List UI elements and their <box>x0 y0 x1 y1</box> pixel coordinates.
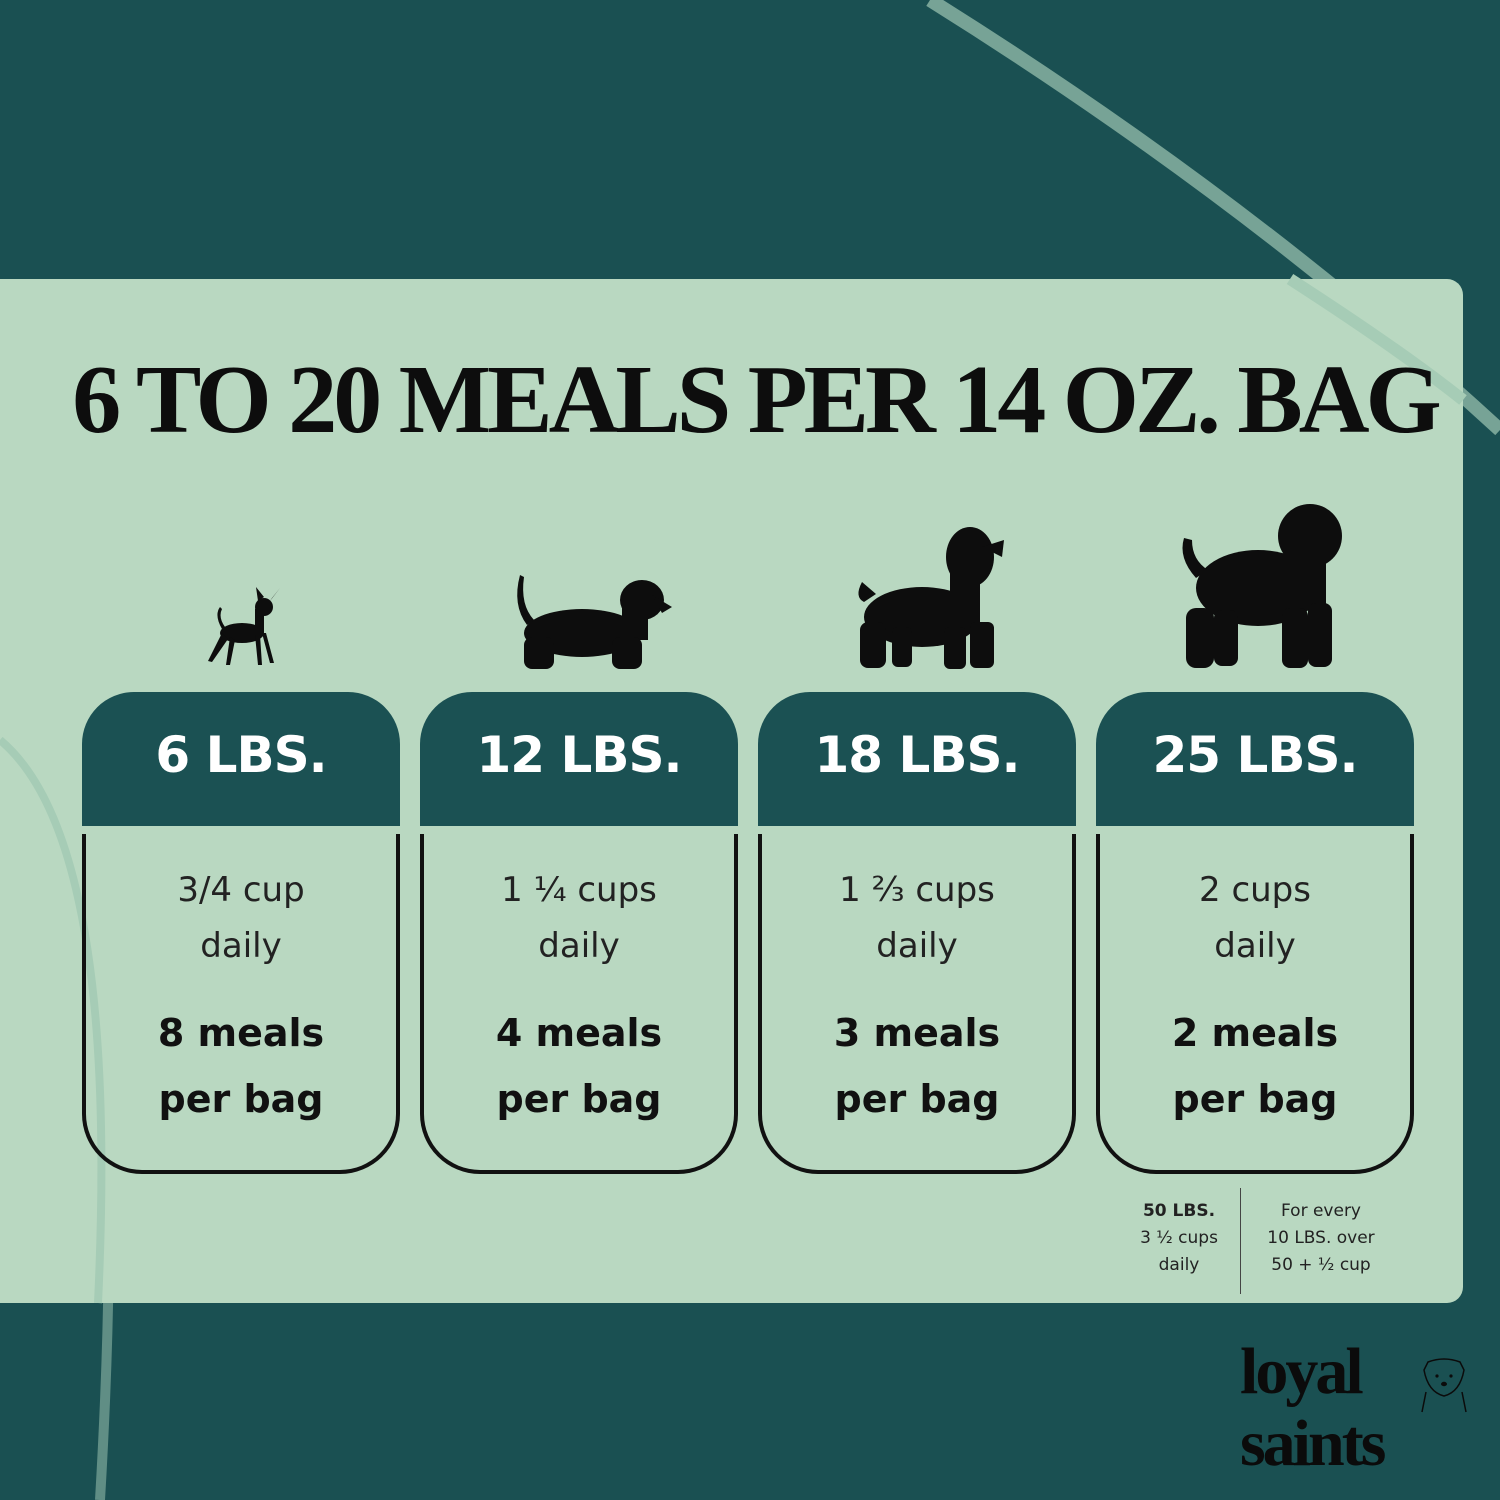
meals-line: per bag <box>158 1077 324 1121</box>
card-header: 12 LBS. <box>420 692 738 826</box>
feeding-card-12-lbs: 12 LBS. 1 ¼ cups daily 4 meals per bag <box>420 692 738 1178</box>
feeding-card-18-lbs: 18 LBS. 1 ⅔ cups daily 3 meals per bag <box>758 692 1076 1178</box>
meals-line: per bag <box>496 1077 662 1121</box>
logo-line: saints <box>1240 1407 1386 1480</box>
spaniel-silhouette-icon <box>858 527 1004 669</box>
card-header: 25 LBS. <box>1096 692 1414 826</box>
meals-line: per bag <box>1172 1077 1338 1121</box>
footnote-line: 3 ½ cups <box>1140 1228 1218 1248</box>
meals-line: 2 meals <box>1171 1011 1339 1055</box>
daily-amount: 1 ¼ cups daily <box>420 862 738 974</box>
dachshund-silhouette-icon <box>517 575 672 669</box>
footnote-weight: 50 LBS. <box>1142 1201 1216 1221</box>
amount-line: 1 ⅔ cups <box>839 870 995 910</box>
card-body <box>82 834 400 1174</box>
logo-line: loyal <box>1240 1335 1364 1408</box>
weight-label: 12 LBS. <box>476 726 683 784</box>
weight-label: 6 LBS. <box>155 726 327 784</box>
amount-line: daily <box>538 926 620 966</box>
amount-line: 2 cups <box>1199 870 1311 910</box>
meals-line: per bag <box>834 1077 1000 1121</box>
amount-line: daily <box>200 926 282 966</box>
meals-per-bag: 3 meals per bag <box>758 1000 1076 1132</box>
footnote-line: 10 LBS. over <box>1267 1228 1375 1248</box>
meals-per-bag: 8 meals per bag <box>82 1000 400 1132</box>
footnote-over-50: For every 10 LBS. over 50 + ½ cup <box>1250 1198 1392 1279</box>
meals-line: 8 meals <box>157 1011 325 1055</box>
footnote-divider <box>1240 1188 1241 1294</box>
doodle-silhouette-icon <box>1182 504 1342 668</box>
dog-head-logo-icon <box>1421 1358 1467 1413</box>
card-body <box>1096 834 1414 1174</box>
meals-per-bag: 4 meals per bag <box>420 1000 738 1132</box>
amount-line: daily <box>1214 926 1296 966</box>
feeding-card-6-lbs: 6 LBS. 3/4 cup daily 8 meals per bag <box>82 692 400 1178</box>
card-header: 6 LBS. <box>82 692 400 826</box>
card-header: 18 LBS. <box>758 692 1076 826</box>
page-title: 6 TO 20 MEALS PER 14 OZ. BAG <box>72 346 1442 454</box>
footnote-50-lbs: 50 LBS. 3 ½ cups daily <box>1120 1198 1238 1279</box>
brand-logo: loyal saints <box>1240 1335 1386 1480</box>
daily-amount: 3/4 cup daily <box>82 862 400 974</box>
daily-amount: 2 cups daily <box>1096 862 1414 974</box>
footnote-line: 50 + ½ cup <box>1271 1255 1371 1275</box>
footnote-line: daily <box>1158 1255 1200 1275</box>
meals-line: 4 meals <box>495 1011 663 1055</box>
weight-label: 25 LBS. <box>1152 726 1359 784</box>
footnote-line: For every <box>1281 1201 1361 1221</box>
daily-amount: 1 ⅔ cups daily <box>758 862 1076 974</box>
feeding-card-25-lbs: 25 LBS. 2 cups daily 2 meals per bag <box>1096 692 1414 1178</box>
weight-label: 18 LBS. <box>814 726 1021 784</box>
card-body <box>758 834 1076 1174</box>
meals-line: 3 meals <box>833 1011 1001 1055</box>
chihuahua-silhouette-icon <box>208 587 280 665</box>
amount-line: 3/4 cup <box>177 870 305 910</box>
amount-line: daily <box>876 926 958 966</box>
meals-per-bag: 2 meals per bag <box>1096 1000 1414 1132</box>
amount-line: 1 ¼ cups <box>501 870 657 910</box>
card-body <box>420 834 738 1174</box>
